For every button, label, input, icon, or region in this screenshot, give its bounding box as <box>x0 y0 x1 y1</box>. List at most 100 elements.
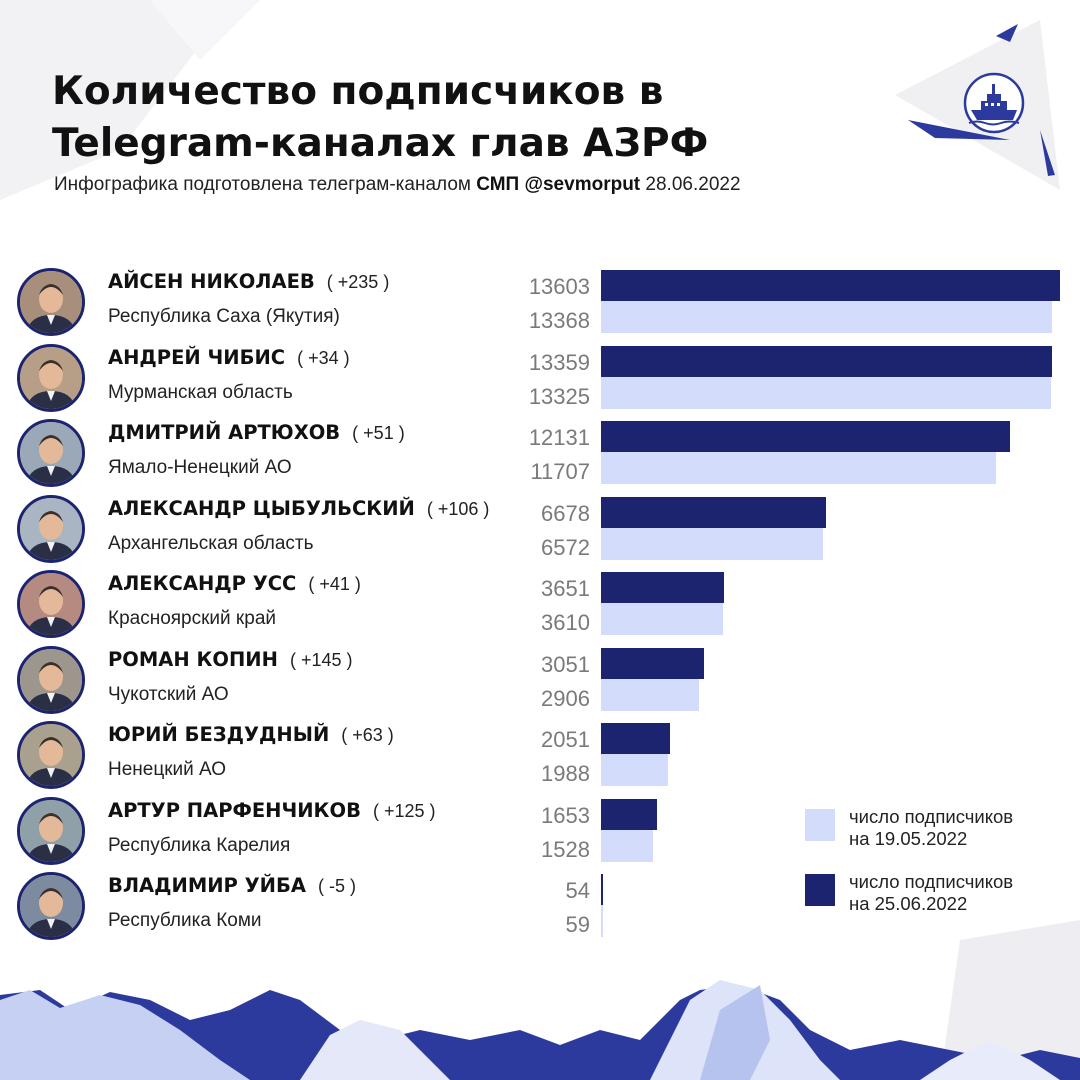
data-label-new: 13603 <box>528 274 590 299</box>
legend-label-old-line1: число подписчиков <box>849 806 1014 827</box>
bar-new <box>601 647 704 679</box>
legend-swatch-old <box>805 809 835 841</box>
data-label-new: 3651 <box>541 576 590 601</box>
delta-label: ( +51 ) <box>352 423 405 443</box>
data-label-new: 12131 <box>528 425 590 450</box>
avatar <box>17 796 85 865</box>
data-label-new: 6678 <box>541 500 590 526</box>
data-label-old: 2906 <box>541 685 590 711</box>
tick-label: ЮРИЙ БЕЗДУДНЫЙ <box>108 723 330 746</box>
data-label-new: 3051 <box>541 651 590 677</box>
avatar <box>17 872 85 940</box>
bar-new <box>601 421 1011 452</box>
bar-old <box>601 678 700 711</box>
data-label-old: 1988 <box>541 761 590 786</box>
legend-label-old-line2: на 19.05.2022 <box>849 828 968 849</box>
bar-new <box>601 798 657 830</box>
person-name: ВЛАДИМИР УЙБА ( -5 ) <box>108 874 356 897</box>
avatar <box>17 419 85 487</box>
person-name: РОМАН КОПИН ( +145 ) <box>108 648 353 671</box>
data-label-old: 59 <box>565 912 590 937</box>
data-label-new: 2051 <box>541 727 590 752</box>
subtitle-date: 28.06.2022 <box>645 174 741 195</box>
delta-label: ( +63 ) <box>341 725 394 745</box>
legend-label-new-line2: на 25.06.2022 <box>849 893 968 914</box>
legend-item-new: число подписчиков на 25.06.2022 <box>805 871 1065 919</box>
delta-label: ( -5 ) <box>317 876 356 896</box>
region-label: Чукотский АО <box>108 683 229 705</box>
icebreaker-ship-icon <box>963 72 1025 134</box>
chart-row: ВЛАДИМИР УЙБА ( -5 ) Республика Коми 54 59 <box>0 872 1080 946</box>
bar-new <box>601 874 603 905</box>
person-name: АЛЕКСАНДР ЦЫБУЛЬСКИЙ ( +106 ) <box>108 497 489 520</box>
tick-label: АНДРЕЙ ЧИБИС <box>108 345 286 369</box>
bar-new <box>601 496 827 528</box>
region-label: Красноярский край <box>108 608 276 629</box>
chart-row: АНДРЕЙ ЧИБИС ( +34 ) Мурманская область 133… <box>0 343 1080 418</box>
bar-old <box>601 452 997 484</box>
person-name: ДМИТРИЙ АРТЮХОВ ( +51 ) <box>108 421 405 444</box>
chart-row: АЛЕКСАНДР ЦЫБУЛЬСКИЙ ( +106 ) Архангельска… <box>0 494 1080 569</box>
region-label: Республика Саха (Якутия) <box>108 306 340 327</box>
person-name: АРТУР ПАРФЕНЧИКОВ ( +125 ) <box>108 799 436 822</box>
delta-label: ( +34 ) <box>297 347 350 368</box>
subtitle-channel: СМП @sevmorput <box>476 174 641 195</box>
bar-new <box>601 572 725 603</box>
person-name: ЮРИЙ БЕЗДУДНЫЙ ( +63 ) <box>108 723 394 746</box>
person-name: АЛЕКСАНДР УСС ( +41 ) <box>108 572 361 595</box>
bar-old <box>601 603 723 635</box>
legend-swatch-new <box>805 874 835 906</box>
bar-new <box>601 723 671 754</box>
region-label: Республика Карелия <box>108 834 291 856</box>
bar-new <box>601 270 1060 301</box>
avatar <box>17 343 85 412</box>
data-label-old: 6572 <box>541 534 590 560</box>
data-label-new: 54 <box>565 878 590 903</box>
data-label-old: 13325 <box>528 383 590 409</box>
person-name: АЙСЕН НИКОЛАЕВ ( +235 ) <box>108 270 389 293</box>
avatar <box>17 570 85 638</box>
tick-label: АЙСЕН НИКОЛАЕВ <box>108 270 315 293</box>
region-label: Архангельская область <box>108 532 314 554</box>
chart-title: Количество подписчиков в Telegram-канала… <box>52 69 709 166</box>
avatar <box>17 494 85 563</box>
legend-label-new-line1: число подписчиков <box>849 871 1014 892</box>
bar-new <box>601 345 1052 377</box>
chart-row: ЮРИЙ БЕЗДУДНЫЙ ( +63 ) Ненецкий АО 2051 1988 <box>0 721 1080 795</box>
tick-label: АРТУР ПАРФЕНЧИКОВ <box>108 798 361 822</box>
delta-label: ( +125 ) <box>372 800 436 821</box>
chart-row: АЛЕКСАНДР УСС ( +41 ) Красноярский край 365… <box>0 570 1080 644</box>
chart-row: ДМИТРИЙ АРТЮХОВ ( +51 ) Ямало-Ненецкий АО 1… <box>0 419 1080 493</box>
data-label-old: 11707 <box>530 459 590 484</box>
chart-row: АРТУР ПАРФЕНЧИКОВ ( +125 ) Республика Каре… <box>0 796 1080 871</box>
avatar <box>17 645 85 714</box>
tick-label: АЛЕКСАНДР УСС <box>108 572 297 595</box>
bar-old <box>601 754 669 786</box>
tick-label: ВЛАДИМИР УЙБА <box>108 874 306 897</box>
data-label-new: 13359 <box>528 349 590 375</box>
avatar <box>17 721 85 789</box>
data-label-old: 3610 <box>541 610 590 635</box>
person-name: АНДРЕЙ ЧИБИС ( +34 ) <box>108 346 350 369</box>
data-label-old: 1528 <box>541 836 590 862</box>
bar-old <box>601 376 1051 409</box>
data-label-new: 1653 <box>541 802 590 828</box>
delta-label: ( +235 ) <box>326 272 390 292</box>
delta-label: ( +145 ) <box>289 649 353 670</box>
region-label: Ненецкий АО <box>108 759 227 780</box>
tick-label: ДМИТРИЙ АРТЮХОВ <box>108 421 341 444</box>
chart-row: РОМАН КОПИН ( +145 ) Чукотский АО 3051 2906 <box>0 645 1080 720</box>
avatar <box>17 268 85 336</box>
bar-old <box>601 301 1053 333</box>
delta-label: ( +41 ) <box>308 574 361 594</box>
legend-item-old: число подписчиков на 19.05.2022 <box>805 806 1065 854</box>
bar-old <box>601 527 823 560</box>
region-label: Ямало-Ненецкий АО <box>108 457 292 478</box>
tick-label: РОМАН КОПИН <box>108 647 278 671</box>
subtitle-prefix: Инфографика подготовлена телеграм-канало… <box>54 174 471 195</box>
chart-row: АЙСЕН НИКОЛАЕВ ( +235 ) Республика Саха (Я… <box>0 268 1080 342</box>
data-label-old: 13368 <box>528 308 590 333</box>
bar-old <box>601 905 603 937</box>
delta-label: ( +106 ) <box>426 498 490 519</box>
